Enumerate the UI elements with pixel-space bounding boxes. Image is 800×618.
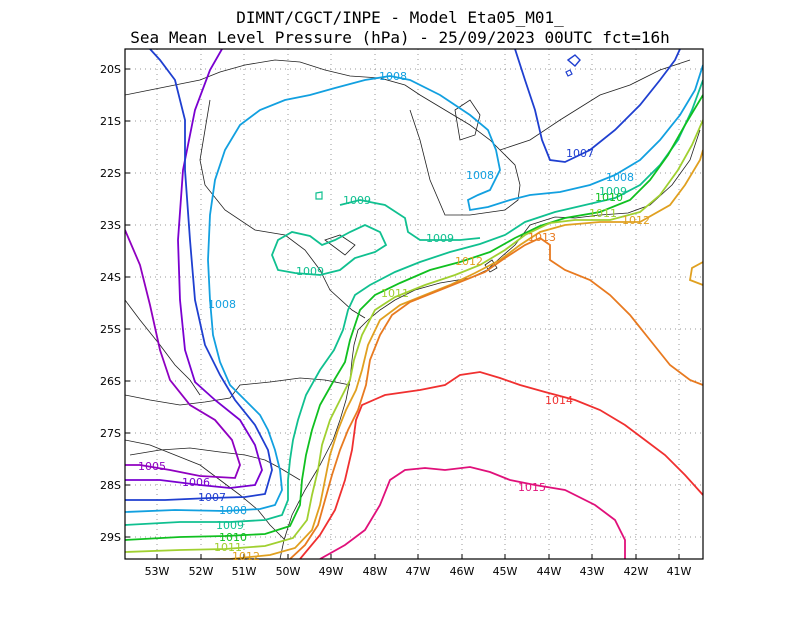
contour-label-1007-east: 1007 bbox=[566, 147, 594, 160]
isobar-1007-east bbox=[514, 49, 681, 163]
contour-label-1005: 1005 bbox=[138, 460, 166, 473]
contour-label-1009-coast: 1009 bbox=[426, 232, 454, 245]
isobar-1009-blob bbox=[315, 191, 323, 200]
lake-2 bbox=[324, 234, 356, 256]
lon-tick-label: 41W bbox=[667, 565, 692, 578]
lat-tick-label: 29S bbox=[100, 531, 121, 544]
isobars bbox=[125, 49, 703, 559]
lat-tick-label: 24S bbox=[100, 271, 121, 284]
isobar-1006 bbox=[125, 49, 263, 489]
isobar-1005 bbox=[125, 229, 241, 479]
lon-tick-label: 51W bbox=[232, 565, 257, 578]
contour-label-1009-south: 1009 bbox=[216, 519, 244, 532]
contour-label-1011-east: 1011 bbox=[589, 207, 617, 220]
tick-marks bbox=[125, 68, 680, 559]
isobar-1014 bbox=[299, 371, 703, 559]
border-paraguay bbox=[125, 299, 201, 396]
lon-tick-label: 45W bbox=[493, 565, 518, 578]
lat-tick-labels: 20S 21S 22S 23S 24S 25S 26S 27S 28S 29S bbox=[100, 63, 121, 544]
contour-label-1008-south: 1008 bbox=[219, 504, 247, 517]
contour-label-1008-north: 1008 bbox=[379, 70, 407, 83]
isobar-1007-west bbox=[125, 49, 273, 501]
contour-labels: 1005 1006 1007 1007 1008 1008 1008 1008 … bbox=[138, 70, 650, 563]
contour-label-1010-south: 1010 bbox=[219, 531, 247, 544]
isobar-1015 bbox=[319, 466, 626, 559]
isobar-1007-blob-1 bbox=[566, 54, 581, 67]
lon-tick-label: 44W bbox=[537, 565, 562, 578]
lat-tick-label: 28S bbox=[100, 479, 121, 492]
lon-tick-label: 52W bbox=[189, 565, 214, 578]
state-border-sp-pr bbox=[199, 99, 366, 319]
lat-tick-label: 26S bbox=[100, 375, 121, 388]
contour-label-1010-east: 1010 bbox=[595, 191, 623, 204]
isobar-1013 bbox=[289, 236, 703, 559]
state-border-mg-es bbox=[499, 59, 691, 151]
contour-label-1009-inland: 1009 bbox=[296, 265, 324, 278]
contour-label-1012-south: 1012 bbox=[232, 550, 260, 563]
contour-label-1012-center: 1012 bbox=[455, 255, 483, 268]
lat-tick-label: 25S bbox=[100, 323, 121, 336]
contour-label-1008-east: 1008 bbox=[606, 171, 634, 184]
lat-tick-label: 22S bbox=[100, 167, 121, 180]
isobar-1007-blob-2 bbox=[565, 69, 573, 77]
contour-label-1011-center: 1011 bbox=[381, 287, 409, 300]
lat-tick-label: 20S bbox=[100, 63, 121, 76]
lat-tick-label: 23S bbox=[100, 219, 121, 232]
isobar-1011 bbox=[125, 119, 703, 553]
state-border-mg-sp bbox=[125, 59, 521, 216]
lon-tick-label: 46W bbox=[450, 565, 475, 578]
contour-label-1008-west: 1008 bbox=[208, 298, 236, 311]
contour-label-1007-west: 1007 bbox=[198, 491, 226, 504]
lon-tick-label: 43W bbox=[580, 565, 605, 578]
contour-label-1012-east: 1012 bbox=[622, 214, 650, 227]
contour-label-1014: 1014 bbox=[545, 394, 573, 407]
lon-tick-label: 53W bbox=[145, 565, 170, 578]
plot-frame bbox=[124, 48, 704, 560]
lon-tick-labels: 53W 52W 51W 50W 49W 48W 47W 46W 45W 44W … bbox=[145, 565, 692, 578]
title-line-1: DIMNT/CGCT/INPE - Model Eta05_M01_ bbox=[236, 8, 564, 27]
isobar-1012-east-arc bbox=[688, 261, 703, 286]
contour-label-1009-east: 1009 bbox=[599, 185, 627, 198]
title-line-2: Sea Mean Level Pressure (hPa) - 25/09/20… bbox=[130, 28, 670, 47]
lat-tick-label: 27S bbox=[100, 427, 121, 440]
lat-tick-label: 21S bbox=[100, 115, 121, 128]
contour-label-1009-north: 1009 bbox=[343, 194, 371, 207]
state-border-sc-rs bbox=[129, 447, 301, 481]
contour-label-1008-center: 1008 bbox=[466, 169, 494, 182]
isobar-1009 bbox=[125, 79, 703, 526]
isobar-1009-coast-arc bbox=[339, 199, 481, 241]
lon-tick-label: 47W bbox=[406, 565, 431, 578]
lon-tick-label: 50W bbox=[276, 565, 301, 578]
gridlines bbox=[125, 49, 703, 559]
contour-label-1015: 1015 bbox=[518, 481, 546, 494]
lake-1 bbox=[454, 99, 481, 141]
lon-tick-label: 48W bbox=[363, 565, 388, 578]
contour-label-1006: 1006 bbox=[182, 476, 210, 489]
border-argentina bbox=[125, 439, 286, 541]
isobar-1008 bbox=[125, 64, 703, 513]
isobar-1012 bbox=[184, 149, 703, 559]
state-border-pr-sc bbox=[125, 377, 351, 406]
lon-tick-label: 42W bbox=[624, 565, 649, 578]
coastline bbox=[279, 129, 701, 559]
lon-tick-label: 49W bbox=[319, 565, 344, 578]
isobar-1010 bbox=[125, 94, 703, 541]
isobar-1009-inland-loop bbox=[271, 224, 388, 276]
contour-label-1011-south: 1011 bbox=[214, 541, 242, 554]
contour-label-1013: 1013 bbox=[528, 231, 556, 244]
